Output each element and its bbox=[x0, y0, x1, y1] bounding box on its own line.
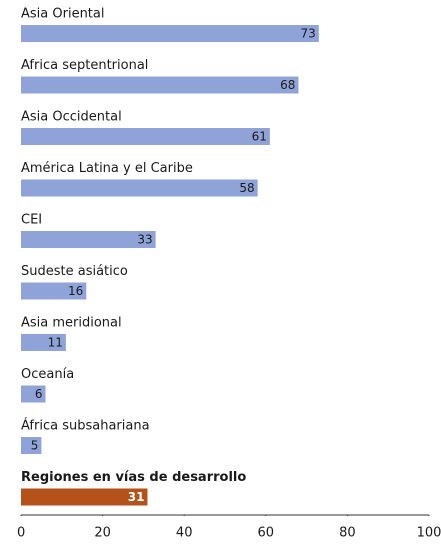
bar bbox=[21, 128, 270, 145]
x-tick-label: 0 bbox=[17, 526, 25, 541]
bar bbox=[21, 76, 299, 94]
category-label: Asia meridional bbox=[21, 316, 122, 331]
category-label: Asia Occidental bbox=[21, 110, 122, 125]
category-label: CEI bbox=[21, 213, 42, 228]
bar bbox=[21, 282, 87, 300]
value-label: 61 bbox=[252, 130, 267, 144]
x-tick-label: 40 bbox=[176, 526, 193, 541]
x-tick-label: 60 bbox=[258, 526, 275, 541]
value-label: 58 bbox=[239, 181, 254, 195]
bar bbox=[21, 25, 319, 42]
bar bbox=[21, 488, 148, 506]
value-label: 11 bbox=[48, 336, 63, 350]
category-label: Sudeste asiático bbox=[21, 264, 128, 279]
bar bbox=[21, 437, 42, 454]
category-label: América Latina y el Caribe bbox=[21, 161, 193, 176]
value-label: 5 bbox=[31, 439, 39, 453]
category-label: Africa septentrional bbox=[21, 58, 148, 73]
bar bbox=[21, 179, 258, 197]
value-label: 73 bbox=[301, 27, 316, 41]
x-tick-label: 20 bbox=[94, 526, 111, 541]
bar bbox=[21, 334, 66, 351]
bar bbox=[21, 231, 156, 248]
category-label: Oceanía bbox=[21, 367, 74, 382]
x-tick-label: 80 bbox=[339, 526, 356, 541]
value-label: 33 bbox=[137, 233, 152, 247]
value-label: 6 bbox=[35, 387, 43, 401]
value-label: 68 bbox=[280, 78, 295, 92]
value-label: 16 bbox=[68, 284, 83, 298]
category-label: Regiones en vías de desarrollo bbox=[21, 470, 246, 485]
category-label: África subsahariana bbox=[21, 418, 150, 434]
category-label: Asia Oriental bbox=[21, 7, 104, 22]
bar bbox=[21, 385, 46, 403]
x-tick-label: 100 bbox=[417, 526, 441, 541]
value-label: 31 bbox=[128, 490, 145, 504]
